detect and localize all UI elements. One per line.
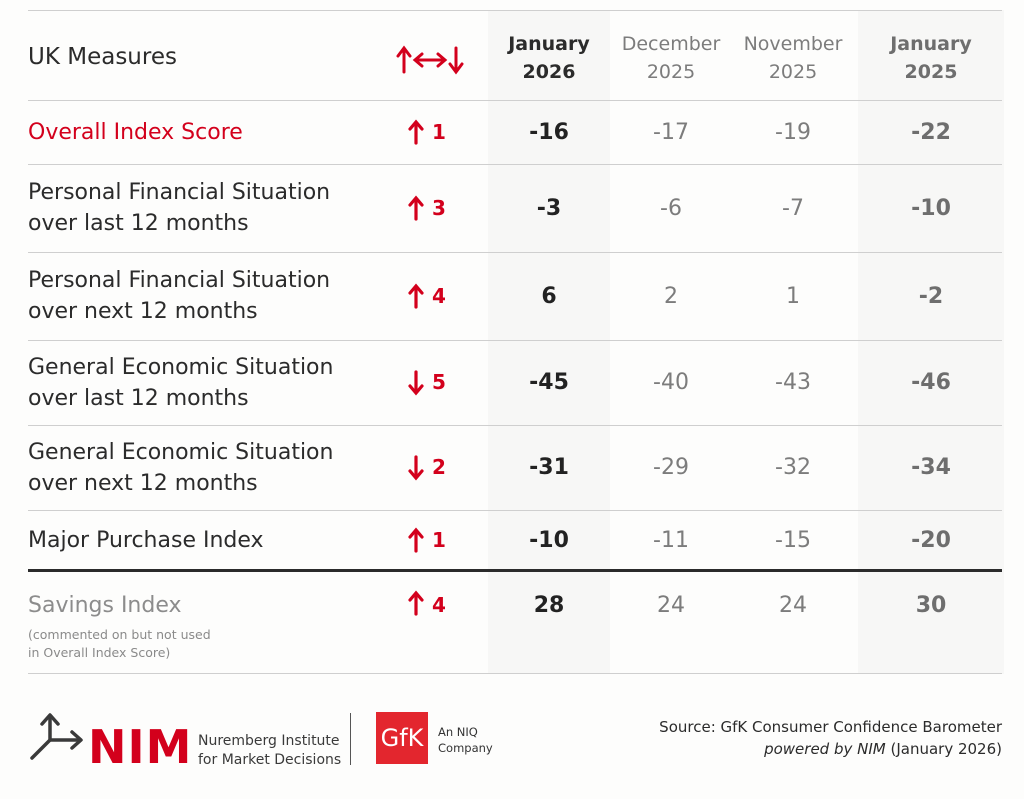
row-label: General Economic Situation over last 12 … <box>28 354 334 411</box>
bottom-rule <box>28 673 1002 674</box>
gfk-logo: GfK <box>376 712 428 764</box>
change-indicator: 5 <box>408 340 468 425</box>
nim-wordmark: NIM <box>88 720 193 774</box>
source-note: Source: GfK Consumer Confidence Baromete… <box>659 716 1002 760</box>
value-jan-2026: -3 <box>536 195 562 221</box>
column-header-jan-2026: January 2026 <box>508 33 590 83</box>
change-indicator: 4 <box>408 570 468 640</box>
change-value: 1 <box>432 527 446 552</box>
column-header-dec-2025: December 2025 <box>621 33 721 83</box>
value-jan-2026: -31 <box>529 455 569 480</box>
value-dec-2025: 2 <box>664 283 678 309</box>
change-value: 4 <box>432 593 446 617</box>
value-nov-2025: -19 <box>775 119 811 145</box>
value-jan-2026: 6 <box>541 283 557 309</box>
value-nov-2025: -32 <box>775 455 811 480</box>
arrow-up-icon <box>408 283 424 309</box>
row-label: Personal Financial Situation over next 1… <box>28 268 331 324</box>
nim-name: Nuremberg Institute for Market Decisions <box>198 733 342 768</box>
column-header-nov-2025: November 2025 <box>743 33 843 83</box>
arrow-down-icon <box>408 369 424 395</box>
change-value: 5 <box>432 370 446 394</box>
table-title: UK Measures <box>28 44 177 70</box>
value-dec-2025: -6 <box>660 195 682 221</box>
row-divider <box>28 340 1002 341</box>
savings-note: (commented on but not used in Overall In… <box>28 627 211 660</box>
row-label: Personal Financial Situation over last 1… <box>28 180 331 236</box>
change-indicator: 1 <box>408 510 468 570</box>
value-jan-2026: 28 <box>533 593 565 618</box>
source-line: Source: GfK Consumer Confidence Baromete… <box>659 718 1002 736</box>
arrow-up-icon <box>408 527 424 553</box>
logo-divider <box>350 713 351 765</box>
niq-tagline: An NIQ Company <box>438 725 493 755</box>
change-indicator: 1 <box>408 100 468 164</box>
value-jan-2025: -34 <box>911 455 951 480</box>
row-divider <box>28 425 1002 426</box>
column-header-jan-2025: January 2025 <box>890 33 972 83</box>
top-rule <box>28 10 1002 11</box>
value-dec-2025: -17 <box>653 119 689 145</box>
value-dec-2025: -29 <box>653 455 689 480</box>
change-value: 1 <box>432 119 446 144</box>
value-nov-2025: 24 <box>779 593 807 618</box>
value-jan-2026: -16 <box>529 119 569 145</box>
value-dec-2025: -40 <box>653 370 689 395</box>
change-value: 2 <box>432 455 446 479</box>
change-value: 4 <box>432 283 446 308</box>
nim-arrow-icon <box>30 713 83 760</box>
column-shade-jan-2026 <box>488 10 610 674</box>
value-jan-2025: -10 <box>911 195 951 221</box>
arrow-up-icon <box>408 119 424 145</box>
row-divider <box>28 164 1002 165</box>
change-indicator: 2 <box>408 425 468 510</box>
value-dec-2025: 24 <box>657 593 685 618</box>
change-value: 3 <box>432 195 446 220</box>
powered-by: powered by NIM <box>764 740 886 758</box>
arrow-down-icon <box>408 454 424 480</box>
value-jan-2026: -10 <box>529 527 569 553</box>
value-jan-2025: 30 <box>915 593 947 618</box>
arrow-up-icon <box>408 590 424 616</box>
arrow-up-icon <box>408 195 424 221</box>
row-label: Major Purchase Index <box>28 527 264 553</box>
value-jan-2025: -22 <box>911 119 951 145</box>
direction-legend-icon <box>396 45 464 75</box>
value-nov-2025: -43 <box>775 370 811 395</box>
value-jan-2025: -20 <box>911 527 951 553</box>
header-divider <box>28 100 1002 101</box>
row-divider <box>28 510 1002 511</box>
value-nov-2025: -7 <box>782 195 804 221</box>
value-jan-2026: -45 <box>529 370 569 395</box>
value-jan-2025: -46 <box>911 370 951 395</box>
row-label: General Economic Situation over next 12 … <box>28 439 334 496</box>
value-jan-2025: -2 <box>918 283 944 309</box>
row-divider <box>28 569 1002 572</box>
change-indicator: 3 <box>408 164 468 252</box>
change-indicator: 4 <box>408 252 468 340</box>
row-divider <box>28 252 1002 253</box>
source-powered-line: powered by NIM (January 2026) <box>659 738 1002 760</box>
column-shade-jan-2025 <box>858 10 1004 674</box>
value-nov-2025: 1 <box>786 283 800 309</box>
row-label: Overall Index Score <box>28 119 243 145</box>
row-label: Savings Index <box>28 593 182 618</box>
source-date: (January 2026) <box>885 740 1002 758</box>
value-dec-2025: -11 <box>653 527 689 553</box>
value-nov-2025: -15 <box>775 527 811 553</box>
